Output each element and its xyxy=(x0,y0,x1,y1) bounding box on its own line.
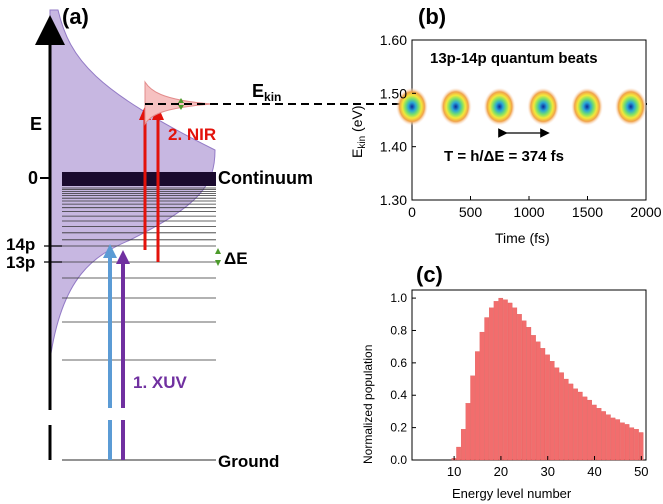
b-xtick-label: 0 xyxy=(408,204,416,220)
c-ytick-label: 0.8 xyxy=(390,323,407,337)
beat-spot xyxy=(396,87,428,126)
delta-e-label: ΔE xyxy=(224,249,248,268)
panel-c: (c) 10 20 30 40 50 0.0 0.2 0.4 0.6 0.8 1.0 Energy … xyxy=(361,262,649,501)
population-bar xyxy=(489,307,494,461)
panel-b-ylabel: Ekin (eV) xyxy=(349,106,368,158)
beat-spot xyxy=(439,87,472,126)
c-ytick-label: 0.6 xyxy=(390,356,407,370)
c-ytick-label: 0.4 xyxy=(390,388,407,402)
b-xtick-label: 1500 xyxy=(572,204,603,220)
delta-e-icon xyxy=(215,248,221,266)
beat-spot xyxy=(483,87,516,126)
population-bar xyxy=(559,372,564,461)
panel-a: (a) E 0 Ground 1. XUV 14p 13p xyxy=(6,4,648,471)
population-bar xyxy=(582,396,588,461)
population-bar xyxy=(615,419,621,461)
population-bar xyxy=(592,404,597,461)
population-bar xyxy=(512,307,518,461)
population-bar xyxy=(540,348,546,461)
c-ytick-label: 1.0 xyxy=(390,291,407,305)
rydberg-levels xyxy=(62,187,216,361)
population-bar xyxy=(475,351,480,461)
b-xtick-label: 2000 xyxy=(630,204,661,220)
beat-spot xyxy=(614,87,647,126)
ekin-label: Ekin xyxy=(252,81,281,104)
energy-axis-label: E xyxy=(30,114,42,134)
population-bar xyxy=(629,427,635,461)
population-bar xyxy=(563,378,569,461)
b-ytick-label: 1.40 xyxy=(380,139,407,155)
population-bar xyxy=(493,301,499,461)
population-bar xyxy=(545,354,550,461)
c-xtick-label: 10 xyxy=(447,464,461,479)
population-bar xyxy=(521,320,527,461)
panel-c-xlabel: Energy level number xyxy=(452,486,572,501)
panel-b-axes: 0 500 1000 1500 2000 1.30 1.40 1.50 1.60 xyxy=(380,32,662,220)
c-xtick-label: 20 xyxy=(494,464,508,479)
population-bar xyxy=(634,429,639,461)
population-bar xyxy=(596,408,602,461)
panel-a-label: (a) xyxy=(62,4,89,29)
population-bar xyxy=(620,422,625,461)
population-bar xyxy=(638,432,644,461)
xuv-label: 1. XUV xyxy=(133,373,188,392)
b-xtick-label: 1000 xyxy=(513,204,544,220)
b-xtick-label: 500 xyxy=(459,204,483,220)
c-xtick-label: 30 xyxy=(540,464,554,479)
c-xtick-label: 50 xyxy=(634,464,648,479)
population-bar xyxy=(568,383,574,461)
population-bar xyxy=(587,399,592,461)
population-bar xyxy=(456,446,461,461)
state-13p-label: 13p xyxy=(6,253,35,272)
delta-marker-icon xyxy=(178,98,184,110)
state-14p-label: 14p xyxy=(6,235,35,254)
period-label: T = h/ΔE = 374 fs xyxy=(444,148,564,165)
b-ytick-label: 1.60 xyxy=(380,32,407,48)
panel-c-ylabel: Normalized population xyxy=(361,345,375,464)
c-ytick-label: 0.0 xyxy=(390,453,407,467)
population-bar xyxy=(465,403,471,461)
population-bar xyxy=(606,414,611,461)
population-bar xyxy=(624,424,630,461)
ground-label: Ground xyxy=(218,452,279,471)
population-bar xyxy=(503,299,508,461)
population-bar xyxy=(554,367,560,461)
b-ytick-label: 1.50 xyxy=(380,85,407,101)
population-bar xyxy=(610,417,616,461)
nir-label: 2. NIR xyxy=(168,125,216,144)
panel-c-label: (c) xyxy=(416,262,443,287)
zero-label: 0 xyxy=(28,168,38,188)
population-bar xyxy=(460,429,466,461)
continuum-band xyxy=(62,172,216,186)
panel-b-title: 13p-14p quantum beats xyxy=(430,50,598,67)
population-bar xyxy=(470,375,475,461)
population-bar xyxy=(535,341,541,461)
population-bar xyxy=(479,331,485,461)
population-bar xyxy=(526,327,532,461)
population-bar xyxy=(573,388,578,461)
population-bar xyxy=(517,314,522,461)
panel-b-xlabel: Time (fs) xyxy=(495,230,550,246)
panel-c-axes: 10 20 30 40 50 0.0 0.2 0.4 0.6 0.8 1.0 xyxy=(390,291,648,479)
xuv-arrows xyxy=(100,244,134,460)
c-ytick-label: 0.2 xyxy=(390,421,407,435)
c-xtick-label: 40 xyxy=(587,464,601,479)
population-bar xyxy=(531,335,536,461)
b-ytick-label: 1.30 xyxy=(380,192,407,208)
population-bar xyxy=(601,411,606,461)
population-bar xyxy=(498,297,504,461)
population-bar xyxy=(577,391,583,461)
beat-spots xyxy=(396,87,647,126)
panel-b-label: (b) xyxy=(418,4,446,29)
panel-b: (b) 13p-14p quantum beats T = h/ΔE = 374… xyxy=(349,4,662,246)
population-bar xyxy=(549,361,555,461)
population-bars xyxy=(451,297,644,461)
population-bar xyxy=(484,317,490,461)
beat-spot xyxy=(571,87,604,126)
continuum-label: Continuum xyxy=(218,168,313,188)
beat-spot xyxy=(527,87,560,126)
population-bar xyxy=(507,302,513,461)
